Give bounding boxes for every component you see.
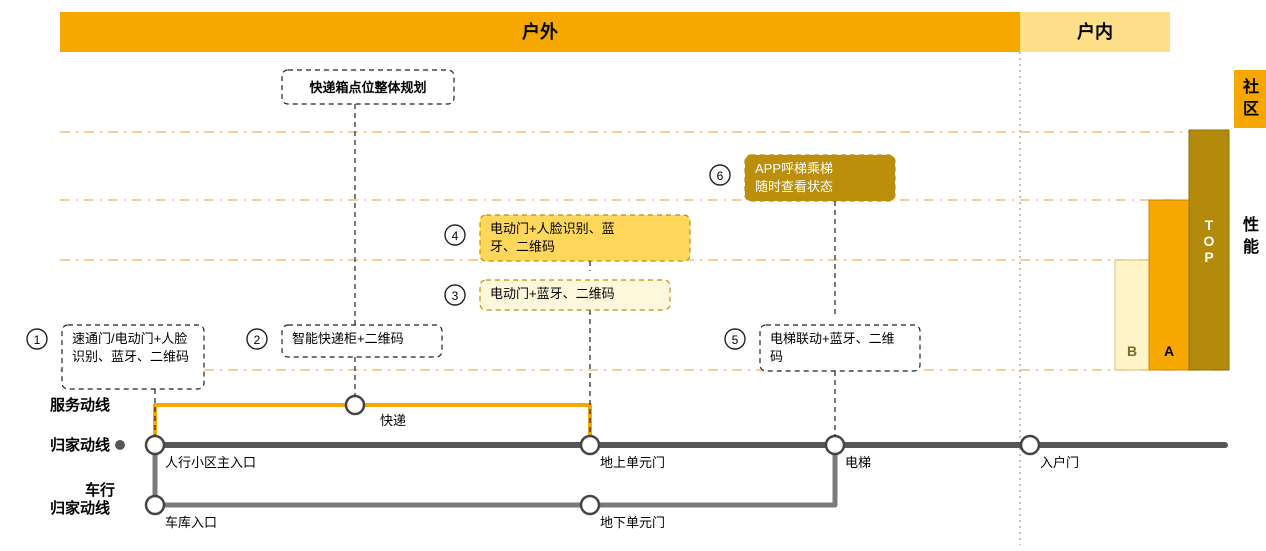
callout-number: 1 [34, 333, 41, 347]
route-start-dot [115, 440, 125, 450]
side-performance-label: 能 [1243, 237, 1259, 256]
car-route-label2: 归家动线 [50, 499, 110, 517]
callout-text: 电动门+蓝牙、二维码 [490, 286, 615, 301]
perf-bar-label: P [1204, 249, 1213, 265]
station-label: 入户门 [1040, 455, 1079, 470]
callout-text: 识别、蓝牙、二维码 [72, 349, 189, 364]
callout-number: 2 [254, 333, 261, 347]
perf-bar-label: O [1204, 233, 1215, 249]
station-node [581, 436, 599, 454]
station-label: 地下单元门 [600, 515, 665, 530]
callout-text: 牙、二维码 [490, 239, 555, 254]
side-community-label: 区 [1243, 100, 1259, 118]
callout-number: 4 [452, 229, 459, 243]
perf-bar-label: T [1205, 217, 1214, 233]
station-label: 车库入口 [165, 515, 217, 530]
callout-text: 速通门/电动门+人脸 [72, 331, 187, 346]
perf-bar-label: A [1164, 343, 1174, 359]
header-outdoor-label: 户外 [522, 21, 558, 42]
callout-text: 电梯联动+蓝牙、二维 [770, 331, 895, 346]
station-node [581, 496, 599, 514]
station-node [146, 496, 164, 514]
car-route-label1: 车行 [85, 481, 115, 499]
callout-text: 随时查看状态 [755, 179, 833, 194]
header-indoor-label: 户内 [1077, 21, 1113, 42]
callout-number: 6 [717, 169, 724, 183]
station-node [826, 436, 844, 454]
home-route-label: 归家动线 [50, 436, 110, 454]
station-node [146, 436, 164, 454]
callout-number: 3 [452, 289, 459, 303]
callout-text: 电动门+人脸识别、蓝 [490, 221, 615, 236]
service-route-label: 服务动线 [50, 396, 110, 414]
planning-box-label: 快递箱点位整体规划 [309, 80, 426, 95]
station-node [1021, 436, 1039, 454]
callout-number: 5 [732, 333, 739, 347]
station-node [346, 396, 364, 414]
station-label: 地上单元门 [600, 455, 665, 470]
perf-bar-label: B [1127, 343, 1137, 359]
side-community-label: 社 [1242, 77, 1259, 96]
side-performance-label: 性 [1243, 215, 1259, 234]
callout-text: 码 [770, 349, 783, 364]
station-label: 人行小区主入口 [165, 455, 256, 470]
service-caption: 快递 [380, 413, 406, 428]
station-label: 电梯 [845, 455, 871, 470]
callout-text: 智能快递柜+二维码 [292, 331, 404, 346]
callout-text: APP呼梯乘梯 [755, 161, 833, 176]
